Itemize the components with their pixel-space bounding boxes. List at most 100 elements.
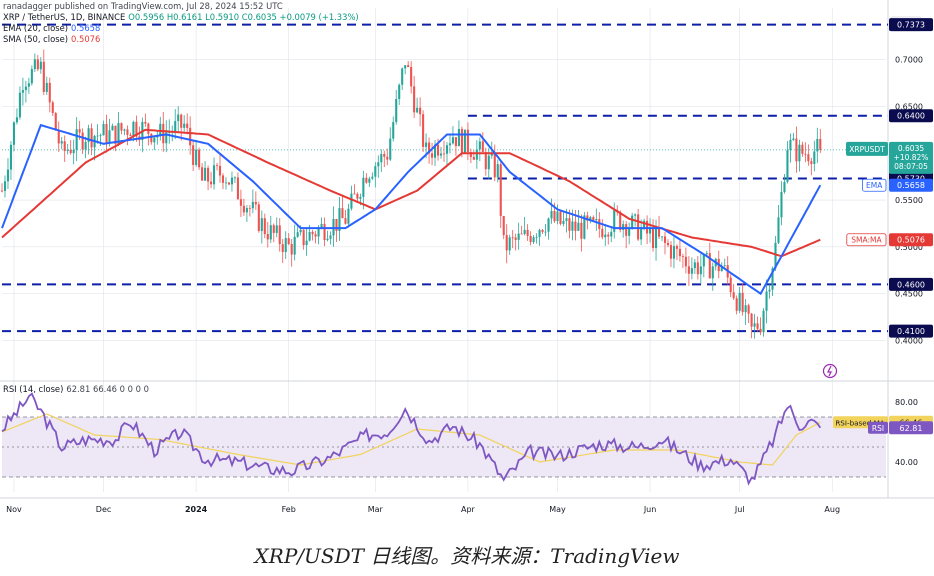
candle-body [687, 266, 690, 274]
level-price-badge [889, 277, 933, 291]
candle-body [317, 228, 320, 237]
rsi-name-badge [868, 421, 888, 434]
candle-body [574, 221, 577, 231]
candle-body [395, 99, 398, 123]
candle-body [218, 165, 222, 176]
candle-body [637, 214, 640, 240]
candle-body [12, 122, 15, 145]
candle-body [48, 82, 51, 103]
symbol-pair[interactable]: XRP / TetherUS, 1D, BINANCE [3, 12, 126, 22]
candle-body [272, 225, 275, 233]
candle-body [60, 141, 63, 144]
ema-20-line [1, 123, 822, 296]
date-label: Nov [6, 505, 22, 514]
candle-body [493, 153, 496, 178]
candle-body [738, 292, 741, 311]
figure-caption: XRP/USDT 日线图。资料来源：TradingView [254, 544, 680, 568]
candle-body [511, 237, 514, 239]
candle-body [374, 166, 377, 177]
candle-body [33, 59, 36, 70]
sma-legend-label: SMA (50, close) [3, 34, 69, 44]
candle-body [314, 234, 317, 237]
level-price-label: 0.6400 [897, 112, 925, 121]
candle-body [108, 130, 111, 144]
candle-body [445, 145, 449, 154]
candle-body [135, 121, 138, 137]
candle-body [42, 61, 45, 92]
candle-body [284, 238, 287, 253]
candle-body [798, 144, 801, 162]
candle-body [221, 175, 225, 183]
candle-body [804, 153, 807, 155]
candle-body [210, 181, 213, 185]
candle-body [556, 211, 559, 222]
date-label: Jun [643, 505, 657, 514]
candle-body [389, 138, 392, 160]
candle-body [654, 228, 658, 249]
candle-body [756, 323, 759, 329]
candle-body [36, 59, 39, 70]
candle-body [741, 292, 744, 313]
candle-body [586, 215, 589, 221]
candle-body [657, 228, 661, 237]
ema-legend[interactable]: EMA (20, close) 0.5658 [3, 23, 100, 33]
candle-body [198, 149, 201, 168]
publisher-line: ranadagger published on TradingView.com,… [3, 1, 283, 11]
candle-body [401, 68, 404, 85]
candle-body [180, 114, 183, 128]
ema-legend-label: EMA (20, close) [3, 23, 68, 33]
rsi-legend[interactable]: RSI (14, close) 62.81 66.46 0 0 0 0 [3, 384, 149, 394]
candle-body [472, 156, 475, 160]
candle-body [263, 218, 266, 234]
price-tick-label: 0.5500 [895, 196, 923, 205]
candle-body [105, 124, 108, 144]
candle-body [553, 211, 556, 222]
candle-body [523, 229, 526, 234]
candle-body [520, 233, 523, 235]
symbol-badge [846, 141, 888, 156]
candle-body [496, 164, 499, 178]
price-tick-label: 0.6500 [895, 102, 923, 111]
candle-body [484, 151, 487, 170]
candle-body [338, 208, 341, 232]
candle-body [147, 123, 150, 134]
candle-body [57, 130, 60, 144]
candle-body [613, 209, 616, 232]
level-price-badge [889, 109, 933, 123]
symbol-badge-label: XRPUSDT [849, 145, 885, 154]
sma-legend[interactable]: SMA (50, close) 0.5076 [3, 34, 100, 44]
candle-body [380, 154, 383, 163]
candle-body [9, 144, 13, 170]
candle-body [18, 92, 21, 118]
candle-body [735, 298, 738, 311]
candle-body [478, 141, 481, 150]
candle-body [460, 128, 463, 154]
candle-body [27, 83, 30, 87]
candle-body [413, 86, 416, 113]
candle-body [529, 235, 532, 243]
ma-value-badge [889, 178, 933, 192]
candle-body [675, 246, 678, 249]
candle-body [565, 218, 568, 222]
candle-body [230, 177, 234, 185]
candle-body [487, 155, 490, 170]
candle-body [150, 133, 153, 143]
candle-body [532, 237, 535, 243]
candle-body [619, 211, 622, 230]
level-price-label: 0.4600 [897, 280, 925, 289]
chart-area[interactable]: Nov Dec 2024 Feb Mar Apr May Jun Jul Aug 0.7000 0.6… [0, 0, 934, 536]
ohlc-values: O0.5956 H0.6161 L0.5910 C0.6035 +0.0079 … [128, 12, 359, 22]
candle-body [732, 292, 735, 299]
candle-body [353, 193, 356, 195]
candle-body [3, 181, 7, 191]
candle-body [290, 243, 293, 255]
chart-svg[interactable]: Nov Dec 2024 Feb Mar Apr May Jun Jul Aug 0.7000 0.6… [0, 0, 934, 536]
candle-body [571, 221, 574, 231]
candle-body [323, 223, 326, 241]
candle-body [0, 190, 4, 192]
date-label: Mar [368, 505, 384, 514]
candle-body [816, 138, 819, 152]
candle-body [601, 228, 604, 238]
last-price-badge-line: 08:07:05 [894, 162, 928, 171]
ma-value-badge [889, 233, 933, 247]
